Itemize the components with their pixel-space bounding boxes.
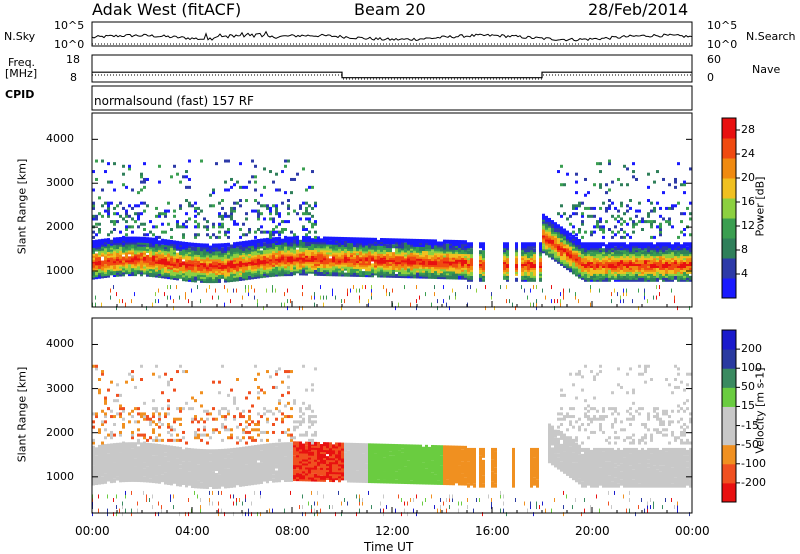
cpid-text: normalsound (fast) 157 RF [94,94,254,108]
colorbar-cell [722,387,736,407]
velocity-ylabel: Slant Range [km] [15,366,29,463]
ytick-label: 3000 [46,381,74,395]
velocity-colorbar [721,329,740,503]
ytick-label: 4000 [46,337,74,351]
colorbar-tick-label: 16 [741,195,755,208]
colorbar-tick-label: 12 [741,219,755,232]
colorbar-cell [722,158,736,179]
xtick-label: 00:00 [675,524,710,538]
velocity-panel [91,317,693,517]
colorbar-tick-label: 50 [741,380,755,394]
nsky-tick-top: 10^5 [54,19,85,32]
colorbar-cell [722,330,736,350]
nave-label: Nave [752,63,781,76]
nave-tick-top: 60 [707,53,721,66]
colorbar-cell [722,218,736,239]
nave-trace [92,74,692,80]
ytick-label: 2000 [46,220,74,234]
time-axis-label: Time UT [364,540,414,554]
nsky-trace [91,30,693,42]
colorbar-cell [722,138,736,159]
colorbar-cell [722,406,736,427]
colorbar-cell [722,463,736,484]
colorbar-cell [722,425,736,446]
freq-trace [92,71,692,79]
power-colorbar-label: Power [dB] [753,176,767,237]
colorbar-cell [722,278,736,299]
colorbar-tick-label: -100 [741,456,766,470]
ytick-label: 4000 [46,132,74,146]
nsky-frame [91,21,693,47]
colorbar-tick-label: 8 [741,243,748,256]
colorbar-cell [722,444,736,465]
freq-label-line1: Freq. [8,56,36,69]
colorbar-tick-label: 200 [741,342,762,356]
date-title: 28/Feb/2014 [588,0,689,19]
ytick-label: 3000 [46,176,74,190]
cpid-frame [91,85,693,111]
colorbar-frame [721,117,737,299]
power-colorbar [721,117,740,299]
xtick-label: 20:00 [575,524,610,538]
colorbar-tick-label: 4 [741,267,748,280]
colorbar-cell [722,258,736,279]
freq-label-line2: [MHz] [5,67,38,80]
colorbar-tick-label: 24 [741,147,755,160]
colorbar-cell [722,482,736,503]
ytick-label: 1000 [46,264,74,277]
freq-frame [91,54,693,83]
colorbar-tick-label: 15 [741,399,755,413]
nsky-tick-bottom: 10^0 [54,38,85,51]
nsearch-label: N.Search [746,30,796,43]
colorbar-cell [722,198,736,219]
colorbar-cell [722,178,736,199]
xtick-label: 04:00 [175,524,210,538]
xtick-label: 00:00 [75,524,110,538]
freq-tick-bottom: 8 [70,71,77,84]
xtick-label: 16:00 [475,524,510,538]
station-title: Adak West (fitACF) [92,0,242,19]
colorbar-cell [722,118,736,139]
nsky-label: N.Sky [4,30,36,43]
auxiliary-panels [91,21,693,111]
colorbar-tick-label: -200 [741,475,766,489]
colorbar-cell [722,368,736,388]
colorbar-tick-label: 20 [741,171,755,184]
colorbar-tick-label: -15 [741,418,759,432]
freq-tick-top: 18 [66,53,80,66]
colorbar-tick-label: 28 [741,123,755,136]
power-panel [91,112,693,311]
colorbar-frame [721,329,737,503]
cpid-label: CPID [5,88,35,101]
nsearch-tick-top: 10^5 [707,19,738,32]
colorbar-cell [722,238,736,259]
colorbar-tick-label: 100 [741,361,762,375]
power-ylabel: Slant Range [km] [15,158,29,255]
ytick-label: 1000 [46,469,74,483]
ytick-label: 2000 [46,425,74,439]
nsearch-tick-bottom: 10^0 [707,38,738,51]
colorbar-tick-label: -50 [741,437,759,451]
xtick-label: 08:00 [275,524,310,538]
colorbar-cell [722,349,736,369]
beam-title: Beam 20 [354,0,426,19]
nave-tick-bottom: 0 [707,71,714,84]
xtick-label: 12:00 [375,524,410,538]
